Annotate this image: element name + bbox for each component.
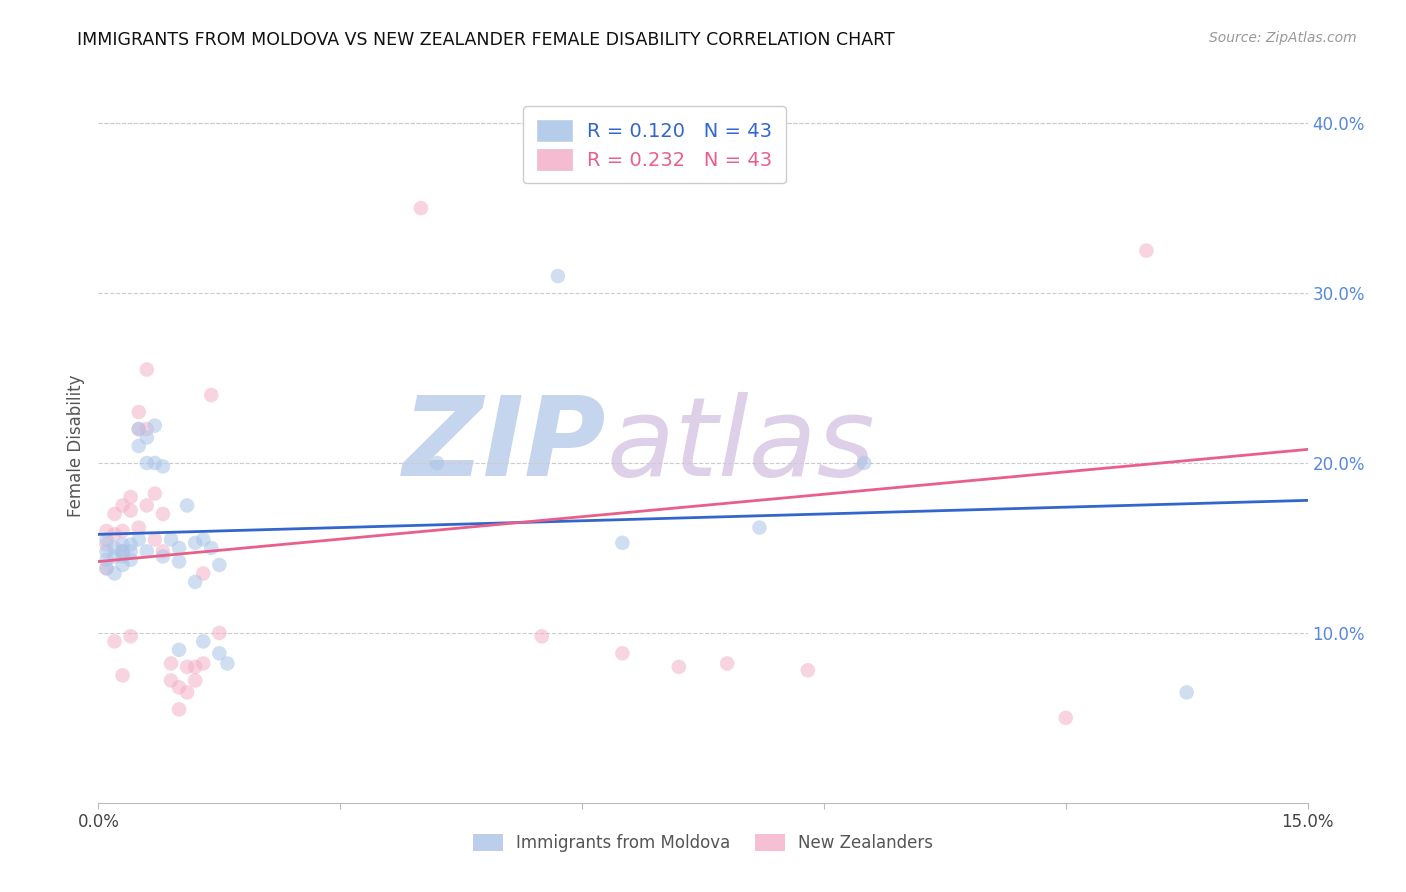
Point bbox=[1135, 244, 1157, 258]
Point bbox=[103, 541, 125, 555]
Point bbox=[184, 673, 207, 688]
Point bbox=[612, 536, 634, 550]
Point bbox=[135, 499, 157, 513]
Point bbox=[200, 388, 222, 402]
Point bbox=[612, 646, 634, 660]
Point bbox=[120, 544, 142, 558]
Point bbox=[208, 626, 231, 640]
Point bbox=[128, 405, 150, 419]
Point bbox=[530, 629, 553, 643]
Point bbox=[184, 660, 207, 674]
Point bbox=[193, 657, 215, 671]
Point bbox=[120, 553, 142, 567]
Point bbox=[96, 544, 118, 558]
Point bbox=[200, 541, 222, 555]
Point bbox=[128, 520, 150, 534]
Point bbox=[135, 430, 157, 444]
Point bbox=[853, 456, 876, 470]
Point bbox=[167, 541, 190, 555]
Point bbox=[96, 537, 118, 551]
Point bbox=[111, 499, 134, 513]
Point bbox=[152, 459, 174, 474]
Point bbox=[111, 668, 134, 682]
Point bbox=[120, 537, 142, 551]
Point bbox=[748, 520, 770, 534]
Legend: Immigrants from Moldova, New Zealanders: Immigrants from Moldova, New Zealanders bbox=[460, 821, 946, 866]
Point bbox=[143, 486, 166, 500]
Point bbox=[103, 527, 125, 541]
Point bbox=[217, 657, 239, 671]
Point bbox=[160, 533, 183, 547]
Point bbox=[152, 507, 174, 521]
Point bbox=[96, 524, 118, 538]
Point bbox=[152, 549, 174, 564]
Point bbox=[167, 555, 190, 569]
Point bbox=[135, 362, 157, 376]
Point bbox=[103, 549, 125, 564]
Point bbox=[208, 558, 231, 572]
Point bbox=[128, 422, 150, 436]
Point bbox=[128, 439, 150, 453]
Point bbox=[208, 646, 231, 660]
Y-axis label: Female Disability: Female Disability bbox=[66, 375, 84, 517]
Point bbox=[103, 566, 125, 581]
Point bbox=[167, 680, 190, 694]
Point bbox=[409, 201, 432, 215]
Point bbox=[96, 553, 118, 567]
Point bbox=[143, 456, 166, 470]
Point bbox=[111, 524, 134, 538]
Point bbox=[160, 673, 183, 688]
Point bbox=[111, 544, 134, 558]
Point bbox=[152, 544, 174, 558]
Point bbox=[176, 685, 198, 699]
Point bbox=[96, 533, 118, 547]
Point bbox=[797, 663, 820, 677]
Point bbox=[176, 499, 198, 513]
Point bbox=[716, 657, 738, 671]
Point bbox=[160, 657, 183, 671]
Point bbox=[135, 456, 157, 470]
Point bbox=[176, 660, 198, 674]
Point bbox=[111, 549, 134, 564]
Point bbox=[193, 566, 215, 581]
Point bbox=[120, 503, 142, 517]
Point bbox=[547, 269, 569, 284]
Point bbox=[184, 574, 207, 589]
Point bbox=[103, 507, 125, 521]
Point bbox=[143, 533, 166, 547]
Point bbox=[143, 418, 166, 433]
Point bbox=[167, 702, 190, 716]
Point bbox=[120, 490, 142, 504]
Text: atlas: atlas bbox=[606, 392, 875, 500]
Text: Source: ZipAtlas.com: Source: ZipAtlas.com bbox=[1209, 31, 1357, 45]
Point bbox=[128, 422, 150, 436]
Point bbox=[1175, 685, 1198, 699]
Point bbox=[193, 533, 215, 547]
Point bbox=[135, 422, 157, 436]
Point bbox=[184, 536, 207, 550]
Point bbox=[167, 643, 190, 657]
Point bbox=[668, 660, 690, 674]
Point bbox=[120, 629, 142, 643]
Text: IMMIGRANTS FROM MOLDOVA VS NEW ZEALANDER FEMALE DISABILITY CORRELATION CHART: IMMIGRANTS FROM MOLDOVA VS NEW ZEALANDER… bbox=[77, 31, 896, 49]
Point bbox=[128, 533, 150, 547]
Text: ZIP: ZIP bbox=[402, 392, 606, 500]
Point bbox=[111, 537, 134, 551]
Point bbox=[96, 561, 118, 575]
Point bbox=[111, 558, 134, 572]
Point bbox=[426, 456, 449, 470]
Point bbox=[103, 634, 125, 648]
Point bbox=[96, 561, 118, 575]
Point bbox=[135, 544, 157, 558]
Point bbox=[1054, 711, 1077, 725]
Point bbox=[193, 634, 215, 648]
Point bbox=[111, 544, 134, 558]
